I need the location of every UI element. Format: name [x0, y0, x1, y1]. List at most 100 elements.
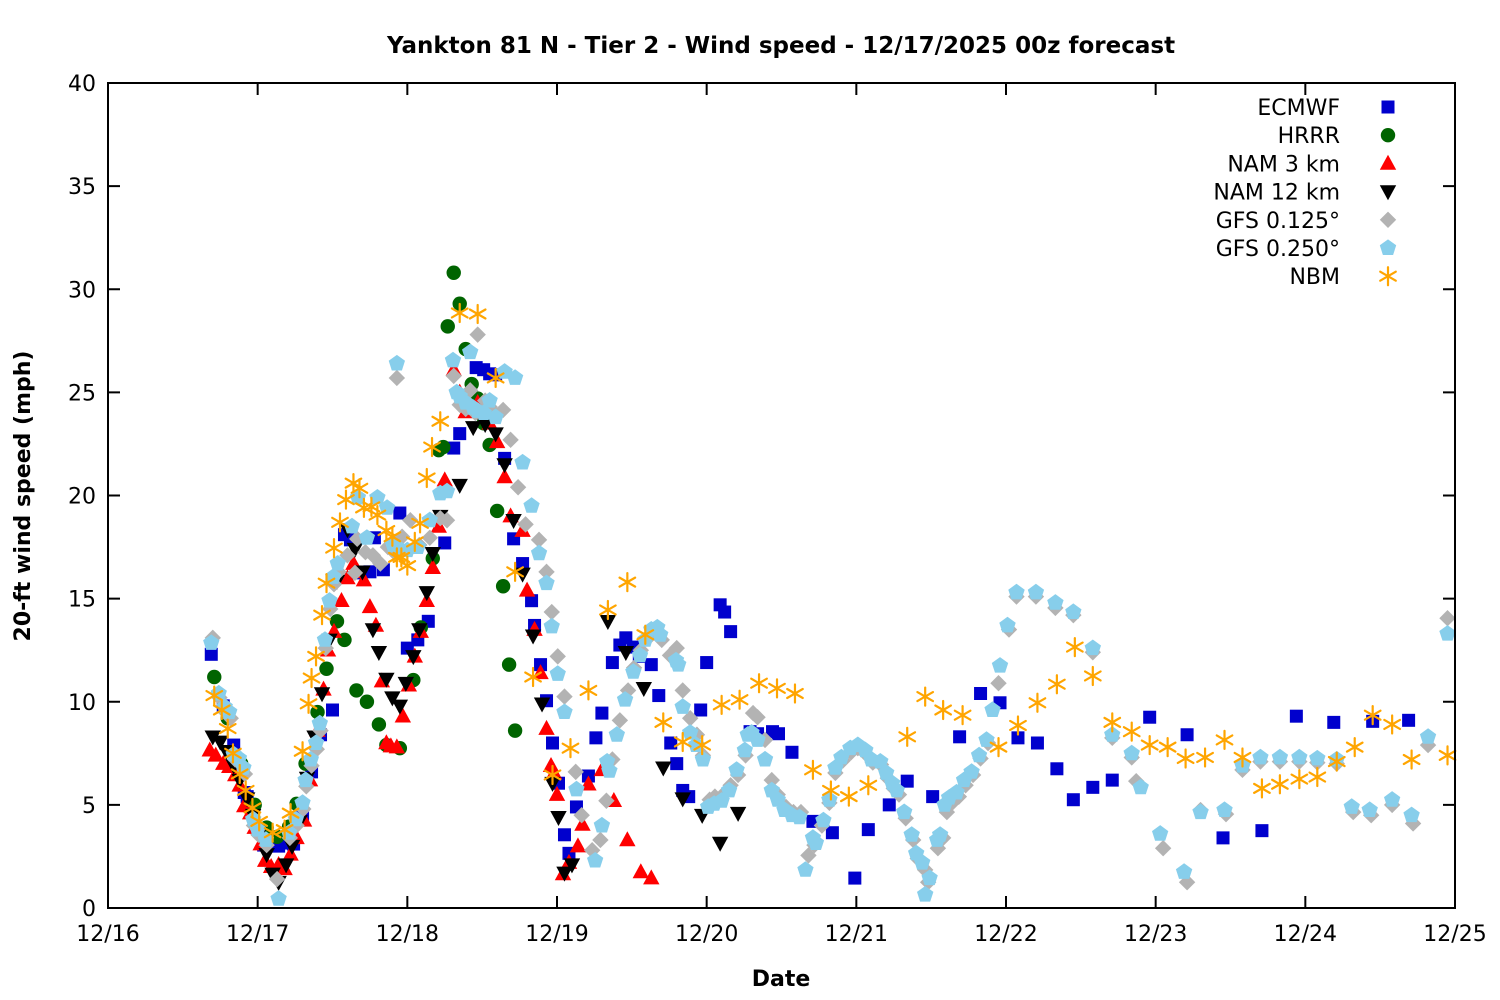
data-point: [1233, 747, 1252, 768]
data-point: [317, 573, 336, 594]
data-point: [1216, 801, 1233, 817]
data-point: [556, 688, 573, 705]
x-tick-label: 12/19: [525, 922, 588, 947]
data-point: [329, 614, 345, 629]
asterisk-ray: [934, 704, 953, 716]
data-point: [451, 478, 468, 494]
data-point: [821, 780, 840, 801]
data-point: [538, 719, 555, 735]
data-point: [517, 516, 534, 533]
data-point: [674, 682, 691, 699]
data-point: [319, 661, 334, 676]
asterisk-ray: [423, 441, 441, 453]
legend-item-nam-3-km: NAM 3 km: [1227, 152, 1397, 177]
data-point: [896, 803, 913, 820]
data-point: [900, 774, 914, 788]
data-point: [533, 697, 551, 713]
data-point: [1419, 728, 1437, 744]
data-point: [1402, 749, 1421, 770]
data-point: [394, 707, 412, 723]
x-tick-label: 12/22: [974, 922, 1037, 947]
data-point: [369, 489, 386, 505]
data-point: [718, 605, 732, 619]
asterisk-ray: [405, 536, 424, 548]
series-gfs-0-250-: [203, 343, 1456, 906]
data-point: [736, 741, 753, 758]
asterisk-ray: [1233, 751, 1252, 764]
data-point: [694, 703, 708, 717]
data-point: [1009, 715, 1027, 736]
asterisk-ray: [1290, 773, 1309, 785]
asterisk-ray: [1065, 641, 1084, 653]
data-point: [1384, 791, 1401, 807]
asterisk-ray: [898, 731, 917, 743]
data-point: [310, 704, 325, 720]
data-point: [963, 763, 980, 779]
data-point: [346, 564, 364, 582]
data-point: [688, 736, 705, 752]
asterisk-ray: [383, 531, 402, 543]
data-point: [1196, 747, 1214, 768]
asterisk-ray: [362, 501, 381, 513]
data-point: [682, 724, 699, 740]
data-point: [343, 517, 361, 534]
data-point: [302, 667, 321, 689]
data-point: [1289, 709, 1303, 723]
data-point: [311, 714, 328, 731]
data-point: [391, 699, 409, 715]
data-point: [932, 826, 949, 842]
asterisk-ray: [205, 689, 224, 702]
data-point: [1178, 874, 1196, 891]
asterisk-ray: [350, 482, 369, 494]
data-point: [546, 736, 560, 750]
data-point: [1361, 801, 1378, 817]
data-point: [212, 735, 229, 751]
asterisk-ray: [468, 308, 487, 320]
data-point: [948, 783, 965, 800]
data-point: [1140, 734, 1159, 756]
data-point: [601, 762, 618, 778]
legend-marker-triangle-down-icon: [1379, 185, 1397, 201]
data-point: [525, 594, 539, 608]
data-point: [903, 826, 920, 842]
data-point: [277, 858, 295, 874]
data-point: [496, 468, 513, 484]
x-tick-label: 12/21: [825, 922, 888, 947]
data-point: [212, 699, 231, 721]
data-point: [361, 598, 379, 614]
asterisk-ray: [293, 745, 312, 757]
data-point: [270, 890, 287, 906]
data-point: [825, 826, 839, 840]
data-point: [724, 625, 738, 639]
data-point: [839, 786, 858, 807]
data-point: [1158, 737, 1177, 758]
data-point: [888, 781, 905, 798]
data-point: [329, 555, 346, 571]
asterisk-ray: [212, 704, 231, 716]
asterisk-ray: [1253, 782, 1271, 794]
data-point: [694, 750, 712, 767]
data-point: [450, 302, 469, 324]
data-point: [1327, 715, 1341, 729]
asterisk-ray: [1215, 734, 1234, 746]
asterisk-ray: [786, 687, 804, 700]
data-point: [1128, 772, 1145, 790]
data-point: [587, 852, 604, 868]
data-point: [598, 599, 617, 621]
data-point: [1011, 731, 1025, 745]
asterisk-ray: [859, 779, 878, 791]
data-point: [791, 808, 808, 825]
data-point: [763, 771, 780, 789]
data-point: [1086, 780, 1100, 794]
legend-label: NBM: [1289, 265, 1340, 290]
data-point: [453, 427, 467, 441]
data-point: [1403, 806, 1420, 823]
data-point: [804, 759, 822, 780]
data-point: [1402, 713, 1416, 727]
data-point: [538, 563, 555, 581]
data-point: [914, 854, 931, 870]
data-point: [1290, 768, 1309, 790]
data-point: [444, 351, 462, 368]
data-point: [898, 726, 917, 747]
asterisk-ray: [1270, 778, 1289, 790]
